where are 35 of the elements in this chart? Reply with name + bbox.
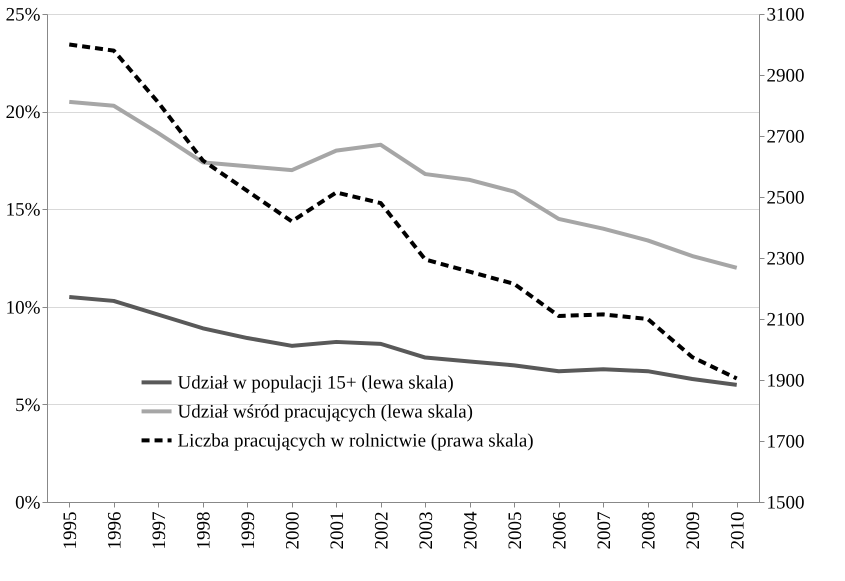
legend-label: Liczba pracujących w rolnictwie (prawa skala): [178, 430, 534, 452]
y2-tick-label: 1500: [766, 492, 804, 514]
x-tick-label: 2006: [549, 512, 570, 550]
x-tick-label: 2004: [460, 511, 482, 550]
x-tick-label: 2009: [682, 512, 704, 550]
y2-tick-label: 2500: [766, 188, 804, 208]
y-tick-label: 0%: [15, 492, 41, 514]
x-tick-label: 2000: [282, 512, 304, 550]
legend-label: Udział wśród pracujących (lewa skala): [178, 401, 473, 422]
x-tick-label: 1996: [104, 512, 126, 550]
y-tick-label: 20%: [6, 102, 41, 124]
y2-tick-label: 1700: [766, 432, 804, 452]
line-series: [67, 100, 739, 270]
x-tick-label: 1999: [238, 512, 259, 550]
x-tick-label: 1995: [60, 512, 81, 550]
x-tick-label: 2003: [416, 512, 437, 550]
y2-tick-label: 2100: [766, 310, 804, 330]
y-tick-label: 15%: [6, 200, 41, 221]
x-tick-label: 1997: [148, 512, 170, 550]
y2-tick-label: 2700: [766, 126, 804, 148]
x-tick-label: 2002: [371, 512, 392, 550]
x-tick-label: 2007: [594, 512, 615, 550]
x-tick-label: 1998: [193, 512, 214, 550]
y-tick-label: 10%: [6, 297, 41, 318]
y2-tick-label: 2900: [766, 66, 804, 86]
legend-label: Udział w populacji 15+ (lewa skala): [178, 372, 454, 394]
x-tick-label: 2001: [326, 512, 348, 550]
x-tick-label: 2005: [504, 512, 526, 550]
y2-tick-label: 3100: [766, 4, 804, 26]
y2-tick-label: 1900: [766, 370, 804, 392]
y-tick-label: 5%: [15, 394, 41, 416]
x-tick-label: 2010: [727, 512, 748, 550]
y-tick-label: 25%: [6, 4, 41, 26]
x-tick-label: 2008: [638, 512, 660, 550]
y2-tick-label: 2300: [766, 248, 804, 270]
